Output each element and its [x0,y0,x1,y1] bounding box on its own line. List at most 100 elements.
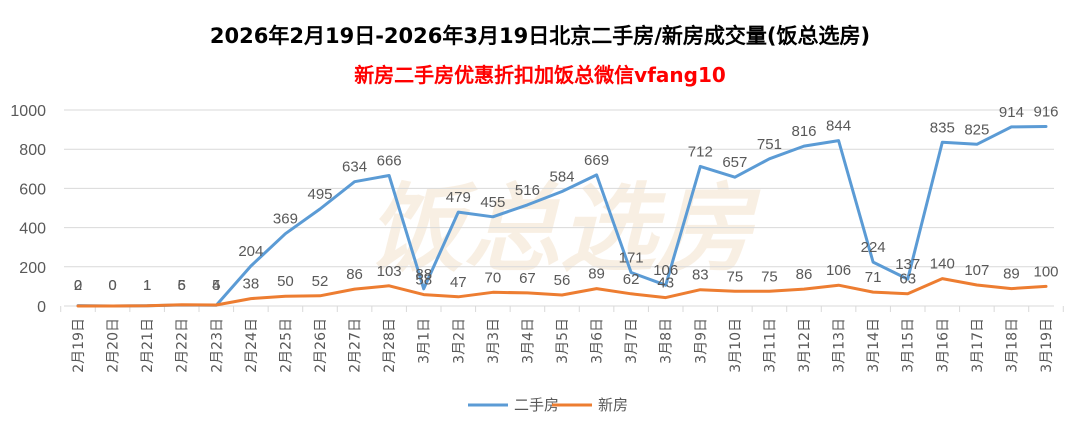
data-label-ershoufang: 88 [415,266,432,283]
data-label-ershoufang: 844 [826,118,851,135]
x-tick-label: 2月19日 [71,318,87,373]
chart-subtitle: 新房二手房优惠折扣加饭总微信vfang10 [354,63,726,87]
x-tick-label: 3月9日 [693,318,709,364]
data-label-ershoufang: 666 [377,152,402,169]
data-label-ershoufang: 5 [178,277,186,294]
y-tick-label: 1000 [10,103,46,120]
data-label-ershoufang: 916 [1033,103,1058,120]
x-tick-label: 3月3日 [486,318,502,364]
data-label-xinfang: 43 [657,275,674,292]
data-label-xinfang: 106 [826,262,851,279]
x-tick-label: 2月28日 [382,318,398,373]
data-label-xinfang: 86 [346,266,363,283]
x-axis-ticks: 2月19日 2月20日 2月21日 2月22日 2月23日 2月24日 2月25日 2月26日… [60,306,1064,373]
data-label-ershoufang: 816 [791,123,816,140]
data-label-xinfang: 71 [865,269,882,286]
data-label-xinfang: 52 [312,273,329,290]
data-label-ershoufang: 584 [549,169,574,186]
x-tick-label: 3月17日 [970,318,986,373]
x-tick-label: 2月27日 [348,318,364,373]
x-tick-label: 3月18日 [1004,318,1020,373]
data-label-ershoufang: 4 [212,277,220,294]
y-tick-label: 0 [37,299,46,316]
x-tick-label: 2月25日 [278,318,294,373]
x-tick-label: 2月26日 [313,318,329,373]
data-label-xinfang: 63 [899,271,916,288]
series-lines [76,125,1048,308]
x-tick-label: 3月12日 [797,318,813,373]
x-tick-label: 3月1日 [417,318,433,364]
data-label-xinfang: 62 [623,271,640,288]
legend-label: 新房 [598,396,628,414]
x-tick-label: 3月8日 [659,318,675,364]
data-label-xinfang: 70 [485,269,502,286]
x-tick-label: 3月7日 [624,318,640,364]
series-line-ershoufang [76,125,1048,308]
y-tick-label: 800 [19,142,46,159]
data-label-ershoufang: 2 [74,277,82,294]
x-tick-label: 3月10日 [728,318,744,373]
data-label-xinfang: 100 [1033,263,1058,280]
x-tick-label: 3月6日 [590,318,606,364]
x-tick-label: 2月22日 [175,318,191,373]
x-tick-label: 3月19日 [1039,318,1055,373]
data-label-ershoufang: 369 [273,211,298,228]
data-label-xinfang: 50 [277,273,294,290]
data-label-xinfang: 56 [554,272,571,289]
data-label-ershoufang: 835 [930,119,955,136]
data-label-ershoufang: 479 [446,189,471,206]
legend-label: 二手房 [514,396,559,414]
data-label-xinfang: 75 [761,268,778,285]
data-label-xinfang: 58 [415,272,432,289]
data-label-ershoufang: 825 [964,121,989,138]
data-label-ershoufang: 106 [653,262,678,279]
x-tick-label: 3月4日 [520,318,536,364]
data-label-ershoufang: 914 [999,104,1024,121]
data-label-ershoufang: 751 [757,136,782,153]
data-label-xinfang: 83 [692,267,709,284]
data-label-ershoufang: 1 [143,277,151,294]
data-label-ershoufang: 455 [480,194,505,211]
x-tick-label: 2月21日 [140,318,156,373]
y-tick-label: 600 [19,181,46,198]
data-label-xinfang: 89 [588,266,605,283]
data-label-xinfang: 89 [1003,266,1020,283]
data-label-xinfang: 47 [450,274,467,291]
data-label-ershoufang: 224 [861,239,886,256]
x-tick-label: 3月16日 [935,318,951,373]
data-label-xinfang: 0 [108,277,116,294]
data-label-ershoufang: 669 [584,152,609,169]
data-label-xinfang: 0 [74,277,82,294]
data-label-xinfang: 6 [178,277,186,294]
gridlines [64,109,1054,307]
data-label-xinfang: 103 [377,263,402,280]
x-tick-label: 2月23日 [209,318,225,373]
x-tick-label: 3月13日 [832,318,848,373]
x-tick-label: 2月20日 [106,318,122,373]
data-label-ershoufang: 0 [108,277,116,294]
data-label-xinfang: 75 [727,268,744,285]
data-label-xinfang: 5 [212,277,220,294]
y-tick-label: 200 [19,260,46,277]
x-tick-label: 2月24日 [244,318,260,373]
data-label-xinfang: 1 [143,277,151,294]
data-label-ershoufang: 657 [722,154,747,171]
data-label-ershoufang: 495 [307,186,332,203]
data-label-xinfang: 38 [243,276,260,293]
x-tick-label: 3月11日 [762,318,778,373]
data-label-xinfang: 107 [964,262,989,279]
data-label-ershoufang: 712 [688,143,713,160]
x-tick-label: 3月15日 [901,318,917,373]
x-tick-label: 3月14日 [866,318,882,373]
y-tick-label: 400 [19,221,46,238]
data-label-ershoufang: 634 [342,159,367,176]
data-label-ershoufang: 137 [895,256,920,273]
data-label-ershoufang: 516 [515,182,540,199]
data-label-ershoufang: 204 [238,243,263,260]
series-line-xinfang [76,277,1048,308]
chart-title: 2026年2月19日-2026年3月19日北京二手房/新房成交量(饭总选房) [210,24,870,48]
data-label-xinfang: 86 [796,266,813,283]
y-axis-ticks: 0 200 400 600 800 1000 [10,103,46,316]
